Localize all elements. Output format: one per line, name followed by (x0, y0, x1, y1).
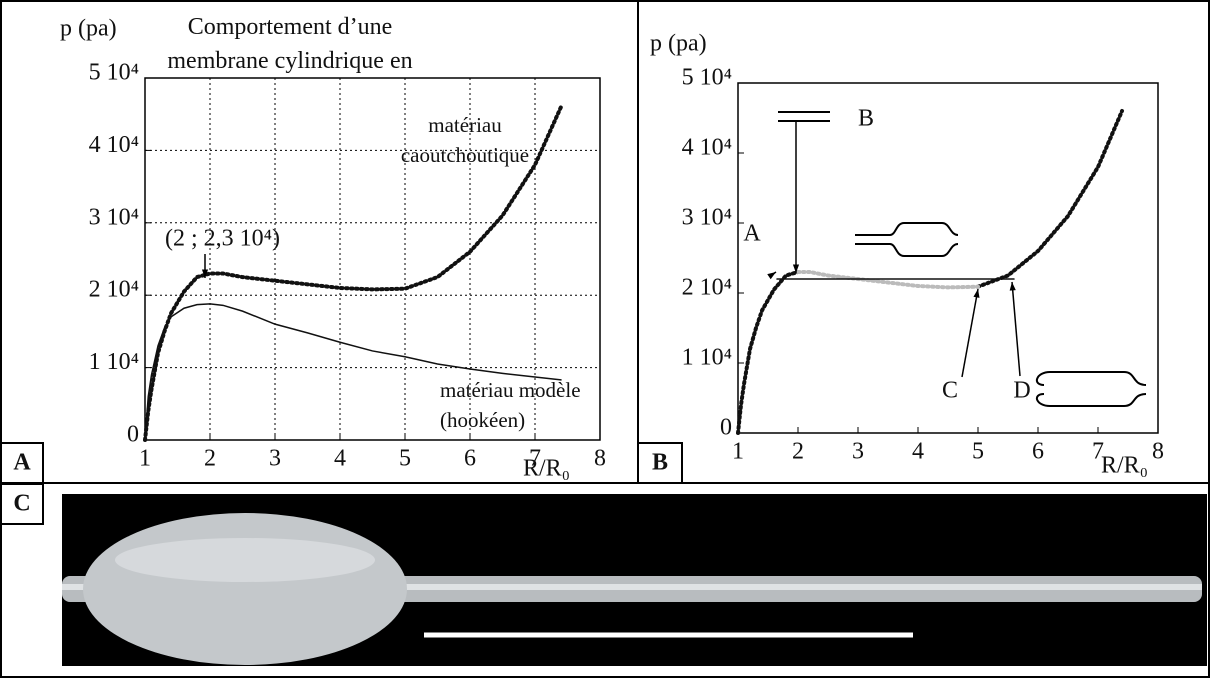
annotation: A (743, 221, 761, 247)
plot-frame (737, 82, 1159, 434)
series-label-box: matériau caoutchoutique (400, 113, 530, 167)
y-tick-label: 4 10⁴ (682, 135, 732, 161)
x-axis-label: R/R₀ (1101, 453, 1148, 479)
panel-label: B (652, 450, 668, 476)
series-line (796, 270, 980, 290)
y-tick-label: 2 10⁴ (682, 275, 732, 301)
annotation: B (858, 106, 874, 132)
panel-label-box (0, 483, 44, 525)
arrow-head (201, 269, 209, 278)
y-tick-label: 1 10⁴ (89, 349, 139, 375)
annotation: C (942, 378, 958, 404)
y-axis-label: p (pa) (60, 16, 117, 42)
panel-label-box (637, 442, 683, 484)
chart-title-box: Comportement d’une membrane cylindrique … (167, 14, 413, 85)
x-tick-label: 6 (464, 446, 476, 472)
y-tick-label: 2 10⁴ (89, 277, 139, 303)
y-axis-label: p (pa) (650, 31, 707, 57)
panel-label: C (13, 491, 30, 517)
y-tick-label: 3 10⁴ (89, 204, 139, 230)
x-tick-label: 3 (852, 439, 864, 465)
x-tick-label: 7 (529, 446, 541, 472)
series-label-box: matériau modèle (hookéen) (440, 378, 581, 432)
icon (855, 222, 959, 257)
arrow (1011, 281, 1021, 377)
x-tick-label: 4 (334, 446, 346, 472)
x-tick-label: 2 (792, 439, 804, 465)
y-tick-label: 0 (127, 422, 139, 448)
x-axis-label: R/R₀ (523, 456, 570, 482)
balloon (83, 513, 407, 665)
series-label: matériau caoutchoutique (400, 113, 530, 167)
arrow (961, 288, 979, 378)
x-tick-label: 5 (972, 439, 984, 465)
x-tick-label: 3 (269, 446, 281, 472)
arrow-head (792, 264, 800, 273)
panel-label-box (0, 442, 44, 484)
x-tick-label: 6 (1032, 439, 1044, 465)
panel-label: A (13, 450, 31, 476)
series-line (736, 109, 1124, 435)
x-tick-label: 8 (594, 446, 606, 472)
series-label: matériau modèle (hookéen) (440, 378, 581, 432)
series-line (144, 303, 562, 441)
tube-highlight (62, 584, 1202, 590)
x-tick-label: 4 (912, 439, 924, 465)
x-tick-label: 8 (1152, 439, 1164, 465)
x-tick-label: 2 (204, 446, 216, 472)
arrow-head (767, 272, 776, 280)
arrow-head (1009, 282, 1016, 291)
annotation: D (1013, 378, 1030, 404)
y-tick-label: 5 10⁴ (89, 60, 139, 86)
x-tick-label: 7 (1092, 439, 1104, 465)
y-tick-label: 5 10⁴ (682, 65, 732, 91)
x-tick-label: 1 (732, 439, 744, 465)
chart-title: Comportement d’une membrane cylindrique … (167, 14, 413, 85)
y-tick-label: 1 10⁴ (682, 345, 732, 371)
series-line (143, 104, 563, 442)
y-tick-label: 4 10⁴ (89, 132, 139, 158)
icon (1035, 371, 1147, 407)
balloon-highlight (115, 538, 375, 582)
annotation: (2 ; 2,3 10⁴) (165, 226, 280, 252)
x-tick-label: 5 (399, 446, 411, 472)
y-tick-label: 0 (720, 415, 732, 441)
arrow-head (973, 289, 980, 298)
y-tick-label: 3 10⁴ (682, 205, 732, 231)
x-tick-label: 1 (139, 446, 151, 472)
